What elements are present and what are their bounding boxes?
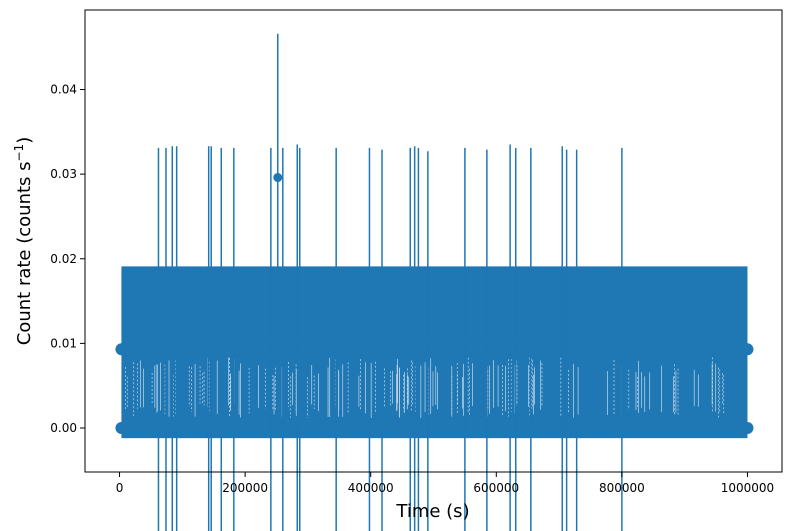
x-tick-label: 600000 [473,481,519,495]
y-tick-label: 0.00 [50,421,77,435]
y-axis-ticks: 0.00 0.01 0.02 0.03 0.04 [50,83,85,435]
x-tick-label: 800000 [599,481,645,495]
plot-area [115,33,754,531]
y-axis-label: Count rate (counts s−1) [12,137,35,345]
x-axis-ticks: 0 200000 400000 600000 800000 1000000 [116,472,774,495]
x-tick-label: 200000 [222,481,268,495]
y-tick-label: 0.04 [50,83,77,97]
y-tick-label: 0.03 [50,167,77,181]
high-point-0 [273,173,283,183]
x-tick-label: 1000000 [721,481,774,495]
y-tick-label: 0.01 [50,336,77,350]
x-tick-label: 400000 [348,481,394,495]
x-axis-label: Time (s) [395,501,469,522]
x-tick-label: 0 [116,481,124,495]
axes-frame [84,9,783,473]
y-tick-label: 0.02 [50,252,77,266]
